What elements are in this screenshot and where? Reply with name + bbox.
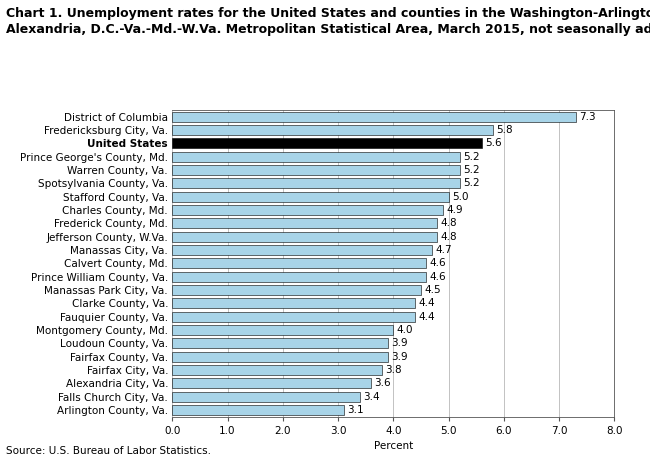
Text: 4.8: 4.8	[441, 232, 458, 242]
Text: 3.9: 3.9	[391, 338, 408, 349]
Bar	[172, 178, 460, 188]
Bar	[172, 191, 448, 202]
Bar	[172, 365, 382, 375]
Bar	[172, 325, 393, 335]
Text: 4.5: 4.5	[424, 285, 441, 295]
Text: 5.2: 5.2	[463, 165, 480, 175]
Text: 4.7: 4.7	[436, 245, 452, 255]
Text: 3.4: 3.4	[363, 392, 380, 402]
Bar	[172, 258, 426, 268]
Bar	[172, 312, 415, 322]
Bar	[172, 245, 432, 255]
Bar	[172, 112, 576, 121]
Text: 5.2: 5.2	[463, 178, 480, 188]
Text: 4.6: 4.6	[430, 272, 447, 282]
Text: 4.6: 4.6	[430, 258, 447, 268]
Text: 3.6: 3.6	[374, 378, 391, 388]
Bar	[172, 378, 371, 388]
Bar	[172, 165, 460, 175]
Text: 4.8: 4.8	[441, 218, 458, 229]
Bar	[172, 392, 360, 402]
Bar	[172, 272, 426, 282]
Bar	[172, 218, 437, 229]
Text: 5.2: 5.2	[463, 152, 480, 162]
Bar	[172, 138, 482, 148]
Text: 4.9: 4.9	[447, 205, 463, 215]
Bar	[172, 232, 437, 242]
Bar	[172, 152, 460, 162]
Text: 5.0: 5.0	[452, 191, 468, 202]
Text: 3.9: 3.9	[391, 352, 408, 362]
X-axis label: Percent: Percent	[374, 442, 413, 452]
Bar	[172, 338, 387, 349]
Bar	[172, 125, 493, 135]
Text: 5.8: 5.8	[496, 125, 513, 135]
Bar	[172, 205, 443, 215]
Text: 3.8: 3.8	[385, 365, 402, 375]
Bar	[172, 352, 387, 362]
Text: Chart 1. Unemployment rates for the United States and counties in the Washington: Chart 1. Unemployment rates for the Unit…	[6, 7, 650, 36]
Text: Source: U.S. Bureau of Labor Statistics.: Source: U.S. Bureau of Labor Statistics.	[6, 446, 211, 456]
Bar	[172, 285, 421, 295]
Text: 4.0: 4.0	[396, 325, 413, 335]
Text: 4.4: 4.4	[419, 312, 436, 322]
Text: 5.6: 5.6	[485, 138, 502, 148]
Text: 7.3: 7.3	[579, 112, 595, 121]
Text: 3.1: 3.1	[347, 405, 363, 415]
Bar	[172, 298, 415, 308]
Text: 4.4: 4.4	[419, 298, 436, 308]
Bar	[172, 405, 343, 415]
